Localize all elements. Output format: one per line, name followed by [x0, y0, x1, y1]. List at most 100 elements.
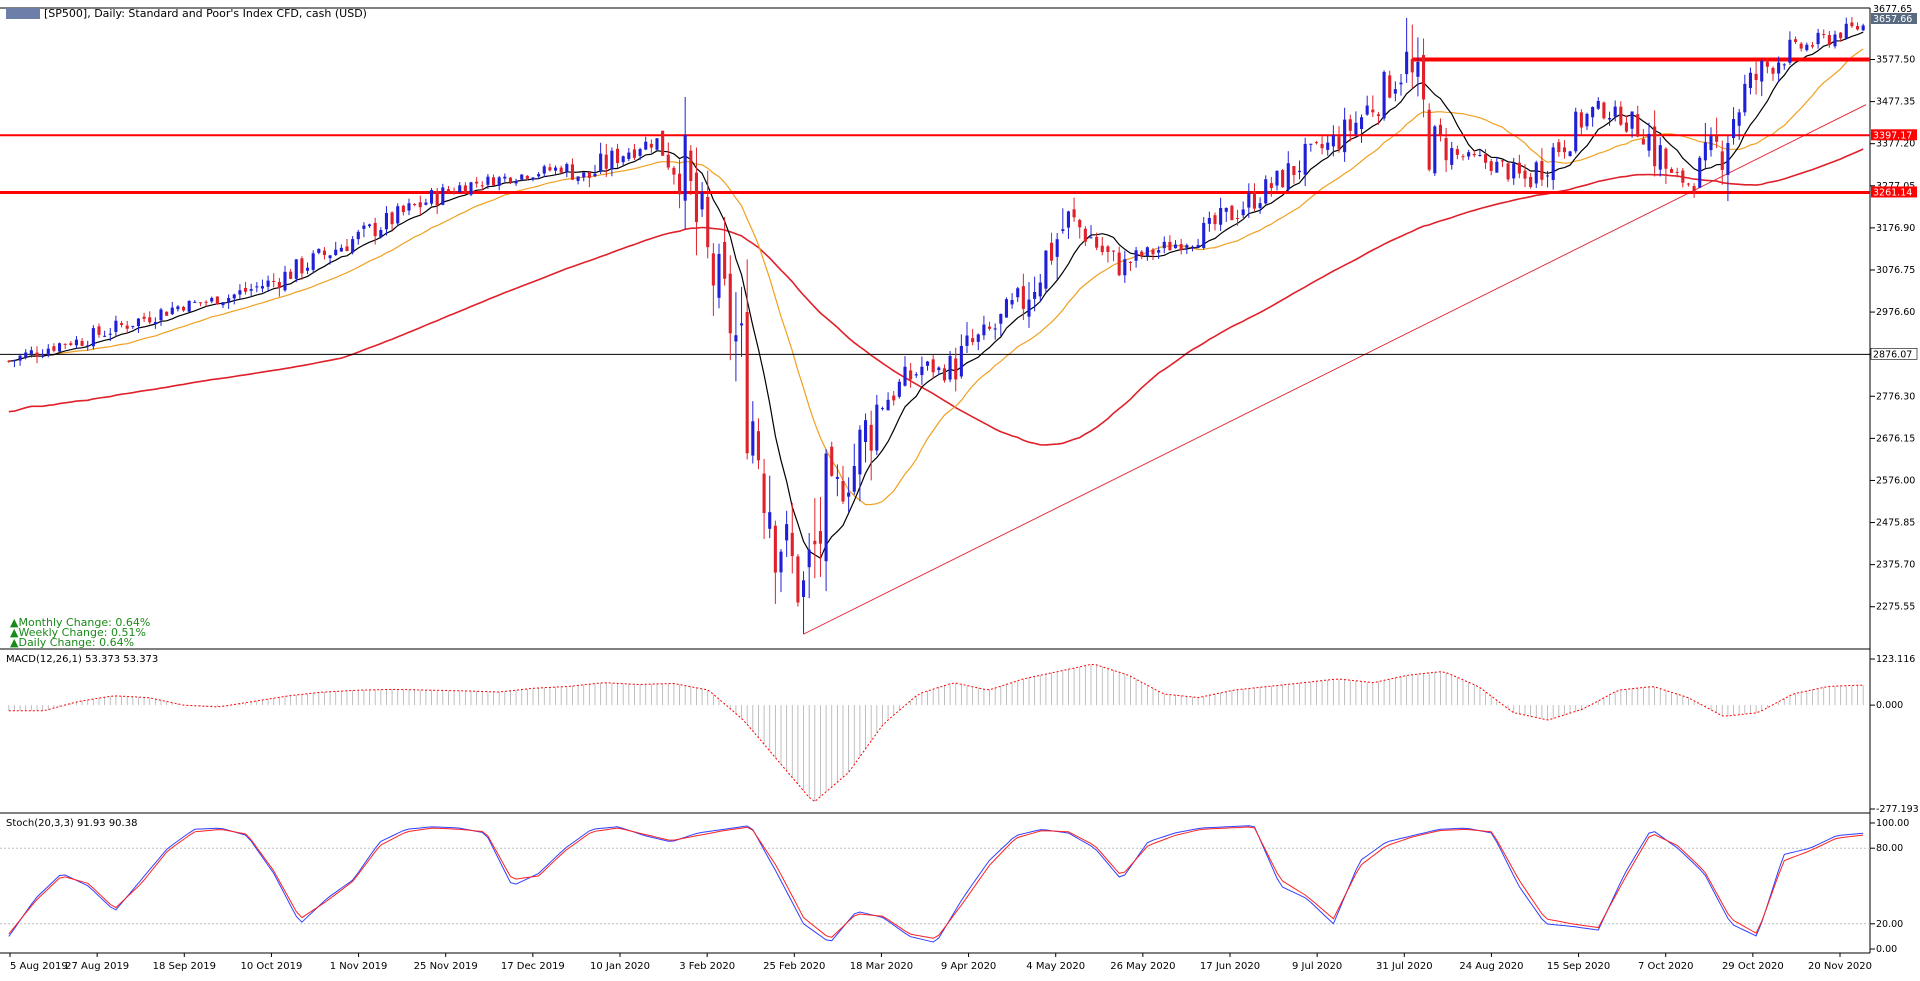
symbol-icon [6, 8, 40, 19]
candle-body [1579, 112, 1583, 128]
level-badge-text: 3261.14 [1873, 187, 1912, 198]
candle-body [1495, 161, 1499, 173]
candle-body [1202, 222, 1206, 248]
price-tick-label: 3277.05 [1876, 181, 1915, 192]
candle-body [627, 152, 631, 159]
candle-body [210, 297, 214, 302]
date-tick-label: 15 Sep 2020 [1547, 961, 1610, 972]
candle-body [57, 343, 62, 352]
candle-body [1275, 170, 1279, 186]
candle-body [1320, 143, 1324, 149]
candle-body [1664, 148, 1668, 169]
date-tick-label: 9 Jul 2020 [1292, 961, 1342, 972]
candle-body [486, 176, 490, 185]
candle-body [153, 322, 157, 325]
candle-body [103, 335, 107, 337]
candle-body [1117, 252, 1121, 276]
candle-body [593, 173, 597, 177]
price-tick-label: 3577.50 [1876, 54, 1915, 65]
candle-body [1405, 51, 1409, 75]
candle-body [215, 296, 219, 305]
horizontal-levels: 3397.17 3261.14 2876.07 [0, 57, 1918, 360]
candle-body [260, 286, 265, 289]
candle-body [503, 176, 507, 179]
candle-body [305, 267, 310, 271]
candle-body [452, 191, 456, 194]
candle-body [615, 148, 620, 164]
candle-body [1692, 186, 1696, 193]
candle-body [311, 253, 315, 270]
candle-body [937, 367, 941, 371]
candle-body [1658, 145, 1662, 170]
candle-body [136, 318, 141, 327]
candle-body [1376, 114, 1381, 117]
candle-body [1822, 34, 1826, 36]
candle-body [1106, 246, 1110, 252]
candle-body [1410, 59, 1414, 73]
candle-body [1185, 245, 1189, 248]
candle-body [706, 196, 710, 248]
candle-body [322, 250, 327, 255]
candle-body [1619, 106, 1623, 125]
candle-body [1269, 183, 1273, 188]
candle-body [993, 328, 997, 330]
candle-body [1523, 170, 1527, 179]
date-tick-label: 5 Aug 2019 [10, 961, 68, 972]
candle-body [1027, 299, 1031, 317]
candle-body [424, 202, 428, 205]
candle-body [948, 355, 952, 380]
candle-body [221, 302, 225, 306]
candle-body [520, 174, 524, 180]
candle-body [1421, 55, 1426, 100]
candle-body [1134, 250, 1138, 261]
candle-body [925, 361, 930, 366]
candle-body [362, 225, 366, 229]
symbol-title: [SP500], Daily: Standard and Poor's Inde… [44, 7, 367, 20]
candle-body [762, 473, 766, 514]
candle-body [469, 182, 473, 195]
candle-body [396, 206, 400, 224]
candle-body [1258, 203, 1262, 208]
candle-body [1309, 143, 1313, 145]
candle-body [69, 343, 73, 345]
candle-body [491, 177, 496, 186]
candle-body [142, 316, 146, 319]
candle-body [283, 271, 287, 291]
price-tick-label: 3377.20 [1876, 139, 1915, 150]
candle-body [1839, 32, 1843, 39]
candle-body [1416, 61, 1420, 77]
candle-body [351, 239, 355, 253]
candle-body [1517, 162, 1521, 174]
candle-body [1157, 250, 1161, 253]
candle-body [1562, 147, 1567, 153]
candle-body [97, 326, 101, 335]
candle-body [1585, 113, 1589, 127]
stochastic-lines: 100.00 80.00 20.00 0.00 [0, 818, 1909, 955]
candle-body [1827, 35, 1831, 45]
date-tick-label: 17 Dec 2019 [501, 961, 565, 972]
candle-body [801, 580, 806, 597]
level-badge-text: 3397.17 [1873, 130, 1912, 141]
candle-body [1450, 148, 1454, 165]
candle-body [1760, 60, 1764, 82]
candle-body [559, 167, 563, 173]
candle-body [356, 231, 360, 240]
weekly-change: ▲Weekly Change: 0.51% [10, 626, 146, 639]
up-triangle-icon: ▲ [10, 626, 19, 639]
candle-body [1703, 142, 1707, 161]
candle-body [317, 248, 321, 253]
candle-body [148, 317, 152, 323]
candle-body [463, 185, 467, 194]
candle-body [1568, 151, 1572, 157]
candle-body [1292, 166, 1296, 176]
candle-body [1066, 211, 1071, 228]
candle-body [965, 335, 969, 346]
candle-body [661, 130, 665, 156]
candle-body [666, 154, 670, 168]
candle-body [1461, 156, 1465, 158]
candle-body [1004, 299, 1009, 318]
candle-body [649, 143, 653, 148]
candle-body [565, 164, 569, 172]
